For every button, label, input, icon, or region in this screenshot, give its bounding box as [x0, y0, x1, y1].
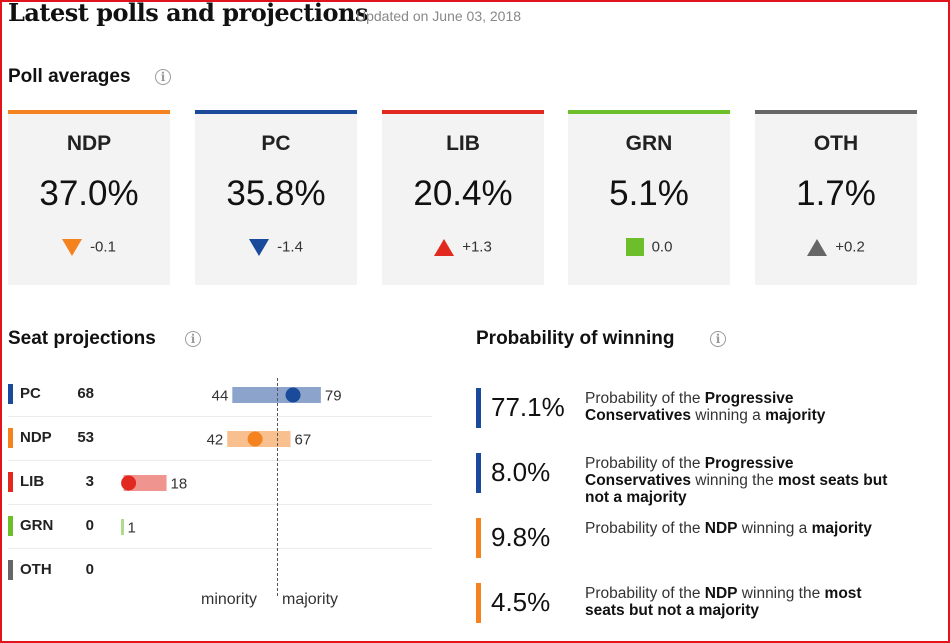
probability-row: 9.8% Probability of the NDP winning a maj… [476, 518, 916, 570]
majority-label: majority [282, 591, 339, 608]
seat-point-ndp [247, 431, 263, 447]
row-divider [8, 416, 432, 417]
probability-description: Probability of the NDP winning a majorit… [585, 520, 872, 537]
seat-projection-chart: 447942671181 [121, 387, 342, 537]
probability-row: 4.5% Probability of the NDP winning the m… [476, 583, 916, 635]
poll-change: -1.4 [195, 238, 357, 256]
poll-card-grn: GRN 5.1% 0.0 [568, 110, 730, 285]
triangle-down-icon [249, 238, 270, 256]
projected-seats: 53 [77, 429, 94, 446]
probability-value: 77.1% [491, 392, 565, 422]
square-icon [625, 238, 644, 257]
minority-label: minority [201, 591, 258, 608]
seat-point-pc [285, 387, 301, 403]
seat-range-high-label: 1 [128, 520, 136, 537]
seat-projections-title: Seat projections [8, 328, 156, 349]
party-swatch [8, 428, 13, 448]
row-divider [8, 504, 432, 505]
page-title: Latest polls and projections [8, 0, 368, 27]
party-color-bar [476, 583, 481, 623]
party-abbreviation: GRN [625, 132, 673, 155]
party-name: OTH [20, 561, 52, 578]
triangle-down-icon [62, 238, 83, 256]
info-icon[interactable]: i [710, 331, 726, 347]
party-abbreviation: PC [261, 132, 291, 155]
poll-card-pc: PC 35.8% -1.4 [195, 110, 357, 285]
triangle-up-icon [807, 238, 828, 256]
party-color-bar [195, 110, 357, 114]
party-swatch [8, 472, 13, 492]
party-name: GRN [20, 517, 54, 534]
poll-average-value: 1.7% [796, 174, 876, 213]
party-name: NDP [20, 429, 52, 446]
probability-value: 8.0% [491, 457, 551, 487]
party-abbreviation: OTH [813, 132, 859, 155]
seat-row-lib: LIB 3 [8, 461, 432, 505]
seat-row-grn: GRN 0 [8, 505, 432, 549]
party-abbreviation: LIB [446, 132, 480, 155]
poll-average-value: 35.8% [226, 174, 326, 213]
party-color-bar [476, 453, 481, 493]
probability-description: Probability of the Progressive Conservat… [585, 390, 826, 424]
party-color-bar [8, 110, 170, 114]
poll-card-ndp: NDP 37.0% -0.1 [8, 110, 170, 285]
party-color-bar [382, 110, 544, 114]
seat-row-ndp: NDP 53 [8, 417, 432, 461]
seat-row-oth: OTH 0 [8, 549, 432, 593]
projected-seats: 0 [85, 517, 94, 534]
party-color-bar [476, 518, 481, 558]
projected-seats: 3 [85, 473, 94, 490]
seat-range-high-label: 18 [171, 476, 188, 493]
poll-change: +0.2 [755, 238, 917, 256]
poll-change-value: +0.2 [835, 238, 865, 256]
seat-point-lib [121, 475, 137, 491]
party-abbreviation: NDP [66, 132, 112, 155]
poll-card-oth: OTH 1.7% +0.2 [755, 110, 917, 285]
row-divider [8, 460, 432, 461]
row-divider [8, 548, 432, 549]
probability-value: 4.5% [491, 587, 551, 617]
party-swatch [8, 384, 13, 404]
poll-change-value: +1.3 [462, 238, 492, 256]
seat-range-high-label: 67 [295, 432, 312, 449]
info-icon[interactable]: i [155, 69, 171, 85]
poll-change: -0.1 [8, 238, 170, 256]
seat-range-low-label: 44 [212, 388, 229, 405]
seat-range-bar-grn [121, 519, 124, 535]
poll-change: +1.3 [382, 238, 544, 256]
party-name: LIB [20, 473, 45, 490]
probability-description: Probability of the Progressive Conservat… [585, 455, 888, 506]
probability-row: 8.0% Probability of the Progressive Conse… [476, 453, 916, 506]
triangle-up-icon [434, 238, 455, 256]
probability-row: 77.1% Probability of the Progressive Cons… [476, 388, 916, 440]
poll-change-value: -1.4 [277, 238, 303, 256]
seat-range-low-label: 42 [207, 432, 224, 449]
poll-change-value: -0.1 [90, 238, 116, 256]
majority-threshold-line [277, 378, 278, 596]
updated-timestamp: Updated on June 03, 2018 [356, 8, 522, 24]
poll-change: 0.0 [568, 238, 730, 257]
poll-change-value: 0.0 [651, 238, 673, 256]
info-icon[interactable]: i [185, 331, 201, 347]
party-color-bar [568, 110, 730, 114]
poll-averages-title: Poll averages [8, 66, 131, 87]
poll-average-value: 20.4% [413, 174, 513, 213]
probability-description: Probability of the NDP winning the most … [585, 585, 862, 619]
projected-seats: 0 [85, 561, 94, 578]
poll-average-value: 37.0% [39, 174, 139, 213]
party-color-bar [476, 388, 481, 428]
seat-row-pc: PC 68 [8, 373, 432, 417]
poll-card-lib: LIB 20.4% +1.3 [382, 110, 544, 285]
seat-range-high-label: 79 [325, 388, 342, 405]
poll-average-value: 5.1% [609, 174, 689, 213]
probability-title: Probability of winning [476, 328, 675, 349]
party-swatch [8, 516, 13, 536]
probability-value: 9.8% [491, 522, 551, 552]
party-name: PC [20, 385, 41, 402]
party-swatch [8, 560, 13, 580]
projected-seats: 68 [77, 385, 94, 402]
party-color-bar [755, 110, 917, 114]
